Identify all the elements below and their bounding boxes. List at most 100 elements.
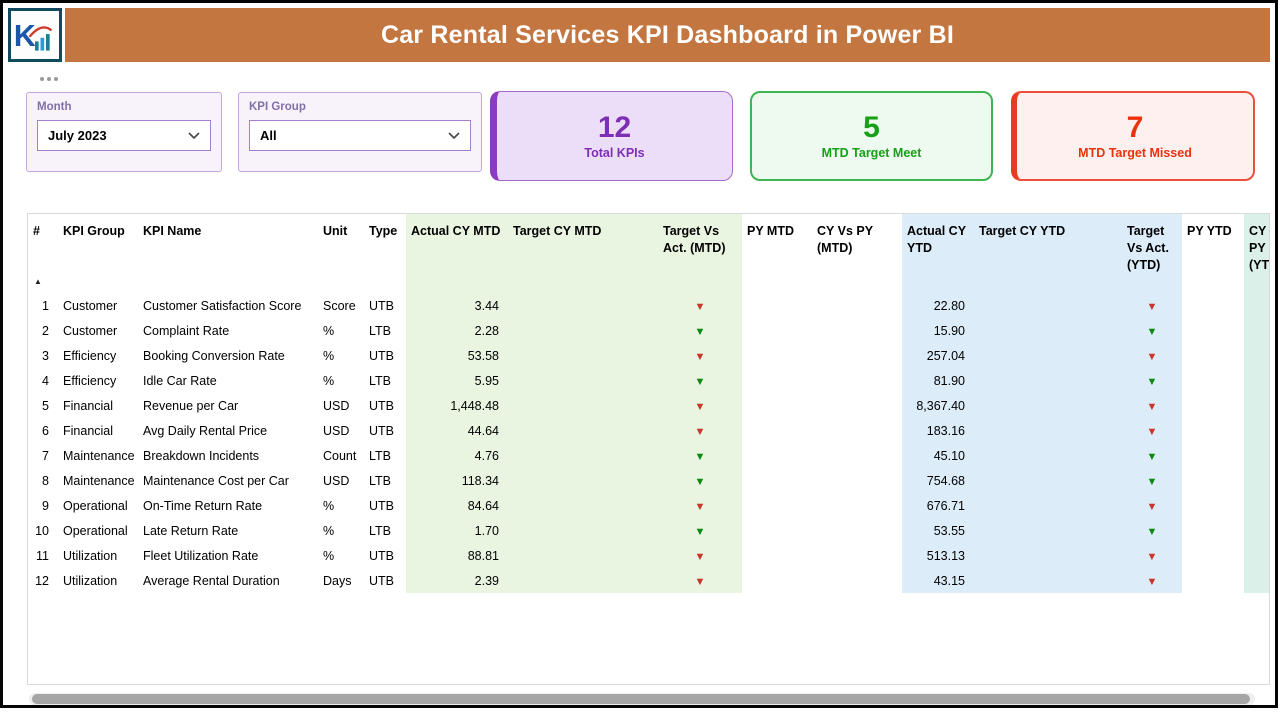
header-target-vs-act-mtd[interactable]: Target Vs Act. (MTD) [658,214,742,293]
mtd-target-indicator-icon: ▼ [694,325,706,338]
header-target-cy-ytd[interactable]: Target CY YTD [974,214,1122,293]
mtd-target-meet-label: MTD Target Meet [821,145,922,160]
cell-target-cy-mtd [508,568,658,593]
cell-type: LTB [369,373,391,388]
cell-unit: % [323,548,335,563]
kpi-logo-icon: K [14,20,53,53]
cell-target-vs-act-mtd: ▼ [658,493,742,518]
cell-kpi-name: Revenue per Car [143,398,239,413]
mtd-target-indicator-icon: ▼ [694,550,706,563]
cell-actual-cy-ytd: 22.80 [902,293,974,318]
cell-target-vs-act-ytd: ▼ [1122,568,1182,593]
cell-py-mtd [742,468,812,493]
cell-actual-cy-mtd: 5.95 [406,368,508,393]
cell-type: LTB [369,473,391,488]
cell-target-cy-mtd [508,343,658,368]
table-row[interactable]: 1 Customer Customer Satisfaction Score S… [28,293,1269,318]
cell-type: LTB [369,523,391,538]
cell-kpi-group: Operational [63,523,128,538]
cell-target-vs-act-mtd: ▼ [658,318,742,343]
mtd-target-indicator-icon: ▼ [694,300,706,313]
cell-unit: % [323,348,335,363]
cell-kpi-name: Idle Car Rate [143,373,217,388]
cell-py-ytd [1182,293,1244,318]
cell-num: 5 [42,398,49,413]
table-row[interactable]: 7 Maintenance Breakdown Incidents Count … [28,443,1269,468]
cell-cy-vs-py-mtd [812,393,902,418]
ytd-target-indicator-icon: ▼ [1146,575,1158,588]
header-unit[interactable]: Unit [323,224,348,238]
mtd-target-missed-card: 7 MTD Target Missed [1011,91,1255,181]
header-actual-cy-ytd[interactable]: Actual CY YTD [902,214,974,293]
cell-target-cy-mtd [508,443,658,468]
cell-actual-cy-ytd: 53.55 [902,518,974,543]
table-row[interactable]: 6 Financial Avg Daily Rental Price USD U… [28,418,1269,443]
ytd-target-indicator-icon: ▼ [1146,450,1158,463]
cell-target-vs-act-ytd: ▼ [1122,318,1182,343]
table-row[interactable]: 2 Customer Complaint Rate % LTB 2.28 ▼ 1… [28,318,1269,343]
cell-cy-vs-py-mtd [812,518,902,543]
cell-target-cy-ytd [974,543,1122,568]
table-row[interactable]: 10 Operational Late Return Rate % LTB 1.… [28,518,1269,543]
table-row[interactable]: 9 Operational On-Time Return Rate % UTB … [28,493,1269,518]
cell-cy-vs-py-ytd [1244,293,1269,318]
header-target-vs-act-ytd[interactable]: Target Vs Act. (YTD) [1122,214,1182,293]
month-slicer-label: Month [37,101,72,113]
header-py-mtd[interactable]: PY MTD [747,224,794,238]
table-row[interactable]: 8 Maintenance Maintenance Cost per Car U… [28,468,1269,493]
table-row[interactable]: 5 Financial Revenue per Car USD UTB 1,44… [28,393,1269,418]
cell-target-vs-act-ytd: ▼ [1122,518,1182,543]
kpi-group-dropdown[interactable]: All [249,120,471,151]
cell-num: 8 [42,473,49,488]
header-target-cy-mtd[interactable]: Target CY MTD [508,214,658,293]
horizontal-scrollbar-thumb[interactable] [32,694,1250,704]
ytd-target-indicator-icon: ▼ [1146,325,1158,338]
cell-target-cy-ytd [974,343,1122,368]
cell-target-vs-act-ytd: ▼ [1122,543,1182,568]
cell-cy-vs-py-ytd [1244,518,1269,543]
cell-actual-cy-mtd: 3.44 [406,293,508,318]
cell-type: UTB [369,423,394,438]
cell-num: 7 [42,448,49,463]
cell-cy-vs-py-mtd [812,543,902,568]
cell-target-cy-ytd [974,368,1122,393]
cell-py-ytd [1182,318,1244,343]
ytd-target-indicator-icon: ▼ [1146,425,1158,438]
cell-target-cy-ytd [974,493,1122,518]
header-kpi-group[interactable]: KPI Group [63,224,125,238]
cell-kpi-group: Operational [63,498,128,513]
header-actual-cy-mtd[interactable]: Actual CY MTD [406,214,508,293]
header-py-ytd[interactable]: PY YTD [1187,224,1232,238]
mtd-target-indicator-icon: ▼ [694,425,706,438]
cell-py-ytd [1182,418,1244,443]
cell-py-mtd [742,518,812,543]
header-cy-vs-py-mtd[interactable]: CY Vs PY (MTD) [817,224,873,255]
table-row[interactable]: 4 Efficiency Idle Car Rate % LTB 5.95 ▼ … [28,368,1269,393]
cell-unit: USD [323,473,350,488]
header-type[interactable]: Type [369,224,398,238]
cell-target-cy-mtd [508,543,658,568]
page-title: Car Rental Services KPI Dashboard in Pow… [380,20,955,49]
cell-num: 12 [35,573,49,588]
cell-num: 2 [42,323,49,338]
table-row[interactable]: 3 Efficiency Booking Conversion Rate % U… [28,343,1269,368]
table-row[interactable]: 11 Utilization Fleet Utilization Rate % … [28,543,1269,568]
more-options-button[interactable] [40,77,58,81]
cell-cy-vs-py-mtd [812,443,902,468]
header-num[interactable]: # ▲ [33,224,42,287]
cell-unit: % [323,323,335,338]
table-row[interactable]: 12 Utilization Average Rental Duration D… [28,568,1269,593]
header-kpi-name[interactable]: KPI Name [143,224,202,238]
cell-kpi-group: Utilization [63,573,118,588]
cell-cy-vs-py-mtd [812,343,902,368]
cell-target-cy-mtd [508,393,658,418]
month-dropdown[interactable]: July 2023 [37,120,211,151]
horizontal-scrollbar-track[interactable] [29,693,1255,705]
cell-kpi-group: Customer [63,298,118,313]
cell-py-mtd [742,318,812,343]
header-cy-vs-py-ytd[interactable]: CY Vs PY (YTD) [1244,214,1269,293]
cell-cy-vs-py-ytd [1244,443,1269,468]
kpi-group-slicer-label: KPI Group [249,101,306,113]
cell-cy-vs-py-mtd [812,318,902,343]
